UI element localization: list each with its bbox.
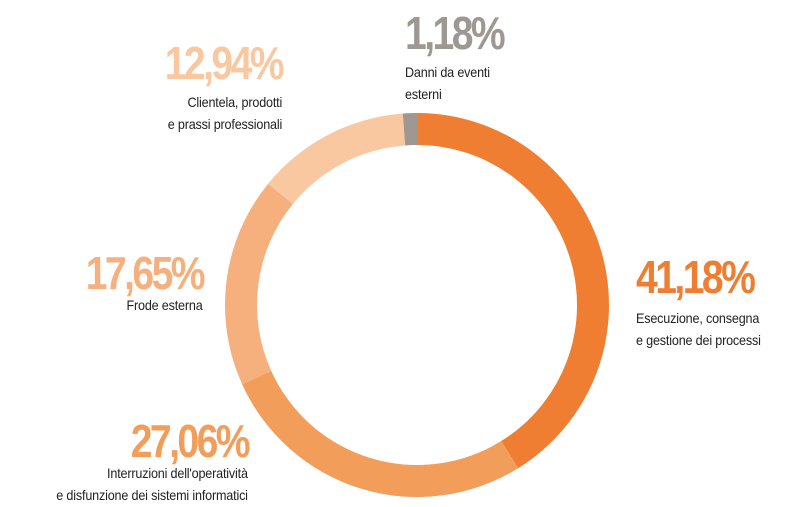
value-label: 41,18% — [636, 251, 756, 303]
value-label: 12,94% — [164, 37, 285, 89]
slice — [268, 113, 406, 204]
slice — [402, 113, 417, 146]
value-label: 27,06% — [130, 415, 251, 467]
slice — [224, 183, 293, 385]
category-label: Clientela, prodotti e prassi professiona… — [167, 94, 283, 132]
category-label: Danni da eventi esterni — [405, 64, 490, 102]
category-label: Interruzioni dell'operatività e disfunzi… — [56, 465, 248, 503]
slice — [242, 370, 519, 497]
value-label: 1,18% — [405, 7, 506, 59]
slice — [417, 113, 609, 469]
value-label: 17,65% — [85, 247, 206, 299]
category-label: Esecuzione, consegna e gestione dei proc… — [636, 310, 761, 348]
category-label: Frode esterna — [126, 297, 203, 313]
